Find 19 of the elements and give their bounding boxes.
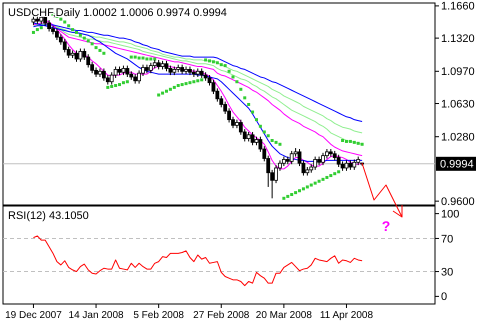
y-tick-label: 1.0630	[441, 98, 475, 110]
y-tick-label: 1.1320	[441, 32, 475, 45]
x-tick-label: 27 Feb 2008	[193, 310, 250, 321]
y-tick-label: 1.0970	[441, 66, 475, 78]
y-tick-label: 30	[441, 266, 454, 278]
y-tick-label: 0.9600	[441, 196, 475, 208]
x-tick-label: 20 Mar 2008	[256, 310, 312, 321]
y-tick-label: 1.0280	[441, 132, 475, 144]
x-tick-label: 19 Dec 2007	[5, 310, 62, 321]
x-tick-label: 5 Feb 2008	[133, 310, 184, 321]
chart-title: RSI(12) 43.1050	[8, 210, 89, 222]
x-tick-label: 14 Jan 2008	[68, 310, 124, 321]
y-tick-label: 0	[441, 291, 448, 304]
y-tick-label: 1.1660	[441, 0, 475, 13]
y-tick-label: 100	[441, 208, 460, 220]
ref-line-label: 0.9994	[440, 158, 474, 171]
x-tick-label: 11 Apr 2008	[320, 310, 374, 321]
text: ?	[382, 218, 390, 234]
y-tick-label: 70	[441, 233, 454, 246]
